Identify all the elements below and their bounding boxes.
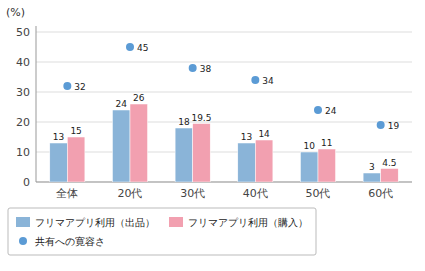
bar [255, 140, 273, 182]
y-axis-label: (%) [6, 6, 25, 19]
bar [67, 137, 85, 182]
bar [300, 152, 318, 182]
data-label: 18 [178, 117, 190, 127]
dot [63, 82, 71, 90]
data-label: 19.5 [191, 113, 211, 123]
dot [189, 64, 197, 72]
legend-swatch [169, 217, 183, 227]
data-label: 13 [53, 132, 64, 142]
x-tick-label: 60代 [368, 187, 393, 200]
y-axis-line [36, 26, 37, 182]
data-label: 3 [369, 162, 375, 172]
data-label: 15 [70, 126, 81, 136]
x-tick-label: 40代 [243, 187, 268, 200]
bar [175, 128, 193, 182]
legend-label: フリマアプリ利用（出品） [35, 217, 155, 228]
data-label: 10 [304, 141, 316, 151]
y-tick-label: 50 [16, 26, 30, 39]
bar [193, 124, 211, 183]
bar [238, 143, 256, 182]
grid-line [36, 152, 412, 153]
legend-item: 共有への寛容さ [19, 236, 105, 247]
data-label: 24 [116, 99, 128, 109]
x-tick-label: 30代 [180, 187, 205, 200]
x-tick-label: 50代 [306, 187, 331, 200]
legend-swatch [16, 217, 30, 227]
dot [251, 76, 259, 84]
marks [50, 43, 398, 182]
y-tick-label: 20 [16, 116, 30, 129]
data-label: 45 [137, 43, 148, 53]
x-axis-line [36, 182, 412, 183]
data-label: 11 [321, 138, 332, 148]
y-tick-label: 40 [16, 56, 30, 69]
data-labels: 13 24 18 13 10 3 15 26 19.5 14 11 4.5 32 45 38 34 24 19 [53, 43, 400, 173]
data-label: 14 [258, 129, 270, 139]
legend-label: 共有への寛容さ [35, 236, 105, 247]
data-label: 34 [262, 76, 274, 86]
data-label: 13 [241, 132, 252, 142]
data-label: 26 [133, 93, 145, 103]
y-tick-label: 0 [23, 176, 30, 189]
x-tick-label: 全体 [56, 187, 78, 200]
grid-line [36, 92, 412, 93]
bar [50, 143, 68, 182]
y-tick-label: 30 [16, 86, 30, 99]
legend-item: フリマアプリ利用（購入） [169, 217, 308, 228]
bar [112, 110, 130, 182]
data-label: 38 [200, 64, 212, 74]
bar [130, 104, 148, 182]
dot [314, 106, 322, 114]
y-tick-label: 10 [16, 146, 30, 159]
grid-line [36, 62, 412, 63]
chart: 01020304050(%)全体20代30代40代50代60代132418131… [0, 0, 425, 271]
grid-line [36, 182, 412, 183]
data-label: 24 [325, 106, 337, 116]
data-label: 19 [388, 121, 400, 131]
legend-frame [8, 208, 316, 255]
legend: フリマアプリ利用（出品） フリマアプリ利用（購入） 共有への寛容さ [8, 208, 316, 255]
x-tick-label: 20代 [118, 187, 143, 200]
grid [36, 32, 412, 182]
dot [377, 121, 385, 129]
legend-swatch [19, 237, 27, 245]
data-label: 4.5 [382, 158, 396, 168]
grid-line [36, 32, 412, 33]
legend-item: フリマアプリ利用（出品） [16, 217, 155, 228]
data-label: 32 [74, 82, 85, 92]
grid-line [36, 122, 412, 123]
bar [381, 169, 399, 183]
dot [126, 43, 134, 51]
bar [363, 173, 381, 182]
bar [318, 149, 336, 182]
legend-label: フリマアプリ利用（購入） [188, 217, 308, 228]
